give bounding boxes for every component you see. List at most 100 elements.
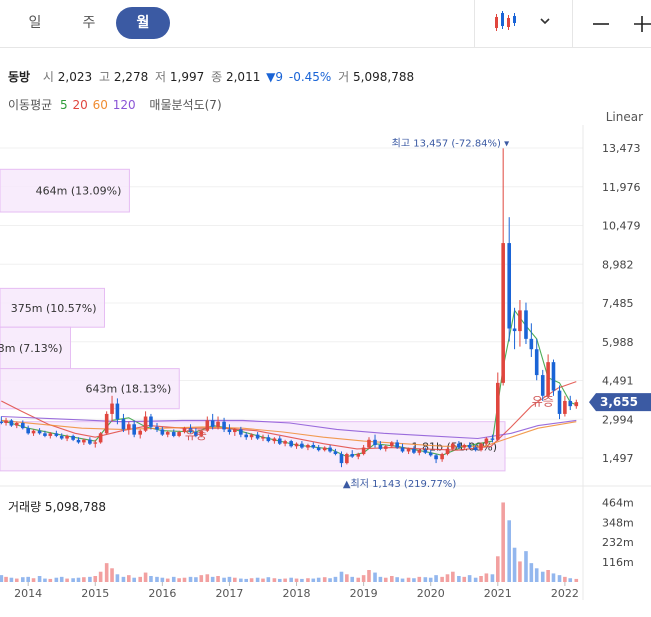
candle-body [249,434,254,438]
volume-tick-label: 464m [602,496,634,509]
volume-bar [524,551,528,582]
volume-bar [518,561,522,582]
stock-info-row: 동방 시 2,023 고 2,278 저 1,997 종 2,011 ▼9 -0… [8,68,414,85]
candle-body [26,428,30,434]
candle-body [395,442,399,448]
volume-bar [490,574,495,582]
volume-bar [93,576,98,582]
volume-bar [9,577,14,582]
ma-120-label: 120 [112,98,136,112]
candle-body [76,439,81,443]
volume-bar [188,576,193,582]
candle-body [383,446,388,449]
candle-body [14,422,19,426]
candle-body [255,434,260,439]
ma-20-label: 20 [72,98,88,112]
candle-body [540,375,545,396]
candle-body [546,362,550,396]
tab-weekly[interactable]: 주 [82,15,96,31]
volume-profile-bar [0,368,180,410]
candle-body [373,439,377,445]
open-value: 2,023 [57,70,93,84]
volume-bar [222,577,226,582]
volume-title: 거래량 5,098,788 [8,500,107,514]
high-value: 2,278 [113,70,149,84]
price-tick-label: 5,988 [602,336,634,349]
chart-type-selector[interactable] [486,8,562,40]
zoom-out-button[interactable] [584,8,618,40]
volume-bar [272,578,277,582]
zoom-in-button[interactable] [630,8,651,40]
volume-bar [529,563,534,582]
volume-bar [339,571,344,582]
candle-body [462,444,467,448]
candle-body [216,421,220,427]
volume-bar [400,578,405,582]
volume-bar [37,576,42,582]
volume-bar [43,578,47,582]
volume-bar [328,578,332,582]
volume-bar [160,577,165,582]
volume-tick-label: 348m [602,516,634,529]
volume-bar [82,577,86,582]
candle-body [222,421,226,430]
candle-body [88,439,92,444]
toolbar-divider [572,0,573,48]
current-price-badge [589,393,651,412]
candle-body [328,447,332,452]
low-label: 저 [155,70,167,84]
sales-analysis-label: 매물분석도(7) [149,98,222,112]
candle-body [227,429,232,433]
candle-body [400,447,405,452]
volume-bar [182,577,187,582]
volume-bar [445,574,450,582]
volume-profile-label: 1.81b (51.08%) [412,440,498,453]
candle-body [406,448,411,452]
price-tick-label: 11,976 [602,181,641,194]
candle-body [182,428,187,433]
price-tick-label: 8,982 [602,258,634,271]
tab-daily[interactable]: 일 [28,15,42,31]
ma-line-20 [1,381,577,451]
x-tick-label: 2015 [81,587,109,600]
candle-body [434,455,438,460]
volume-bar [165,578,170,582]
x-tick-label: 2022 [551,587,579,600]
volume-bar [345,574,349,582]
current-price-label: 3,655 [600,395,638,409]
x-tick-label: 2017 [215,587,243,600]
volume-bar [71,578,75,582]
rights-issue-marker: 유증 [532,395,554,409]
volume-bar [507,520,512,582]
volume-bar [540,571,545,582]
scale-mode-label[interactable]: Linear [605,110,643,124]
volume-bar [383,577,388,582]
stock-name: 동방 [8,70,31,84]
volume-bar [551,573,556,582]
volume-bar [216,576,220,582]
candle-body [283,441,287,444]
low-value: 1,997 [169,70,205,84]
ma-legend[interactable]: 이동평균 5 20 60 120 매물분석도(7) [8,96,226,113]
ma-60-label: 60 [92,98,108,112]
volume-bar [512,547,517,582]
tab-monthly[interactable]: 월 [116,7,170,39]
candle-body [110,403,114,414]
volume-bar [110,568,114,582]
volume-bar [395,577,399,582]
x-tick-label: 2016 [148,587,176,600]
volume-profile-bar [0,326,71,370]
ma-5-label: 5 [60,98,68,112]
candle-body [9,420,14,426]
price-tick-label: 13,473 [602,142,641,155]
candle-body [501,243,505,383]
volume-profile-label: 253m (7.13%) [0,342,62,355]
volume-tick-label: 116m [602,556,634,569]
price-tick-label: 4,491 [602,375,634,388]
volume-bar [266,577,271,582]
volume-bar [373,572,377,582]
volume-bar [4,576,8,582]
volume-bar [333,576,338,582]
candle-body [574,402,579,407]
